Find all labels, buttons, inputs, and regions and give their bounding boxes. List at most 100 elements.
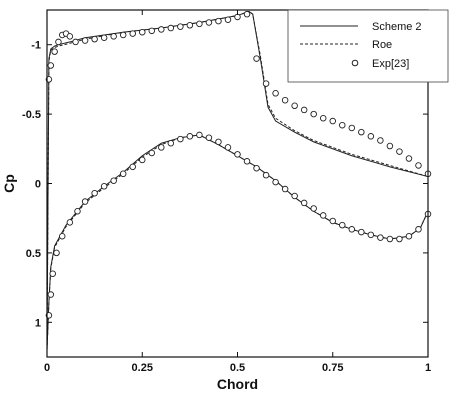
exp-data-point bbox=[281, 96, 289, 104]
exp-data-point bbox=[110, 177, 117, 184]
exp-data-point bbox=[158, 26, 165, 33]
exp-data-point bbox=[167, 24, 175, 32]
exp-data-point bbox=[358, 228, 365, 236]
exp-data-point bbox=[329, 217, 337, 225]
legend-swatch-exp bbox=[351, 59, 359, 67]
exp-data-point bbox=[329, 117, 337, 125]
exp-data-point bbox=[196, 20, 203, 28]
exp-data-point bbox=[186, 22, 194, 29]
exp-data-point bbox=[53, 249, 60, 257]
exp-data-point bbox=[110, 33, 117, 40]
y-axis-title: Cp bbox=[1, 174, 17, 193]
exp-data-point bbox=[396, 235, 403, 243]
exp-data-point bbox=[81, 37, 89, 44]
exp-data-point bbox=[262, 171, 270, 179]
exp-data-point bbox=[49, 270, 56, 277]
exp-data-point bbox=[148, 27, 156, 35]
exp-data-point bbox=[72, 38, 79, 46]
exp-data-point bbox=[177, 135, 184, 143]
exp-data-point bbox=[319, 212, 327, 219]
exp-data-point bbox=[415, 162, 422, 169]
exp-data-point bbox=[262, 80, 270, 87]
exp-data-point bbox=[196, 131, 203, 139]
exp-data-point bbox=[224, 16, 232, 23]
plot-markers bbox=[45, 10, 432, 319]
exp-data-point bbox=[243, 158, 251, 165]
exp-data-point bbox=[281, 185, 289, 193]
exp-data-point bbox=[119, 31, 127, 39]
exp-data-point bbox=[348, 124, 356, 132]
exp-data-point bbox=[138, 28, 146, 36]
x-tick-label: 0 bbox=[44, 362, 50, 374]
x-tick-label: 1 bbox=[425, 362, 431, 374]
exp-data-point bbox=[358, 128, 365, 136]
exp-data-point bbox=[310, 110, 317, 118]
exp-data-point bbox=[339, 121, 346, 129]
exp-data-point bbox=[377, 234, 384, 241]
exp-data-point bbox=[415, 226, 422, 233]
exp-data-point bbox=[215, 17, 222, 25]
exp-data-point bbox=[367, 133, 375, 140]
exp-data-point bbox=[51, 48, 58, 55]
exp-data-point bbox=[405, 155, 413, 162]
exp-data-point bbox=[100, 34, 108, 42]
exp-data-point bbox=[47, 62, 55, 69]
exp-data-point bbox=[66, 219, 74, 226]
exp-data-point bbox=[386, 235, 394, 243]
exp-data-point bbox=[291, 192, 298, 200]
exp-data-point bbox=[253, 55, 260, 62]
y-tick-label: 0 bbox=[35, 179, 41, 191]
exp-data-point bbox=[66, 33, 74, 40]
y-tick-label: 1 bbox=[35, 317, 41, 329]
x-axis-title: Chord bbox=[217, 376, 258, 392]
exp-data-point bbox=[91, 35, 98, 43]
legend-box bbox=[287, 9, 449, 83]
y-tick-label: -0.5 bbox=[22, 109, 41, 121]
exp-data-point bbox=[186, 133, 194, 140]
legend: Scheme 2 Roe Exp[23] bbox=[287, 9, 449, 83]
x-tick-label: 0.75 bbox=[322, 362, 343, 374]
exp-data-point bbox=[138, 156, 146, 164]
x-axis-ticks: 0 0.25 0.5 0.75 1 bbox=[44, 10, 431, 374]
exp-data-point bbox=[291, 102, 298, 110]
exp-data-point bbox=[396, 148, 403, 155]
exp-data-point bbox=[377, 137, 384, 144]
exp-data-point bbox=[167, 139, 175, 147]
exp-data-point bbox=[55, 38, 62, 46]
exp-data-point bbox=[234, 151, 241, 158]
y-tick-label: 0.5 bbox=[26, 248, 41, 260]
exp-data-point bbox=[119, 170, 127, 178]
exp-data-point bbox=[58, 232, 66, 240]
exp-data-point bbox=[339, 221, 346, 229]
exp-data-point bbox=[158, 144, 165, 151]
exp-data-point bbox=[253, 164, 260, 172]
exp-data-point bbox=[386, 142, 394, 150]
exp-data-point bbox=[348, 226, 356, 233]
exp-data-point bbox=[47, 291, 55, 298]
exp-data-point bbox=[367, 231, 375, 239]
exp-data-point bbox=[129, 30, 136, 37]
y-axis-ticks: -1 -0.5 0 0.5 1 bbox=[22, 40, 428, 329]
exp-data-point bbox=[300, 199, 308, 207]
exp-data-point bbox=[100, 183, 108, 190]
exp-data-point bbox=[81, 198, 89, 205]
legend-label-roe: Roe bbox=[372, 39, 392, 51]
exp-data-point bbox=[300, 106, 308, 114]
exp-data-point bbox=[405, 232, 413, 240]
exp-data-point bbox=[243, 10, 251, 18]
exp-data-point bbox=[148, 149, 156, 157]
x-tick-label: 0.25 bbox=[132, 362, 153, 374]
x-tick-label: 0.5 bbox=[230, 362, 245, 374]
y-tick-label: -1 bbox=[31, 40, 41, 52]
exp-data-point bbox=[272, 178, 279, 186]
exp-data-point bbox=[91, 189, 98, 197]
exp-data-point bbox=[272, 90, 279, 97]
exp-data-point bbox=[74, 208, 81, 215]
legend-label-scheme-2: Scheme 2 bbox=[372, 21, 422, 33]
exp-data-point bbox=[224, 144, 232, 151]
exp-data-point bbox=[205, 19, 213, 26]
exp-data-point bbox=[177, 23, 184, 30]
exp-data-point bbox=[310, 205, 317, 212]
exp-data-point bbox=[215, 138, 222, 146]
